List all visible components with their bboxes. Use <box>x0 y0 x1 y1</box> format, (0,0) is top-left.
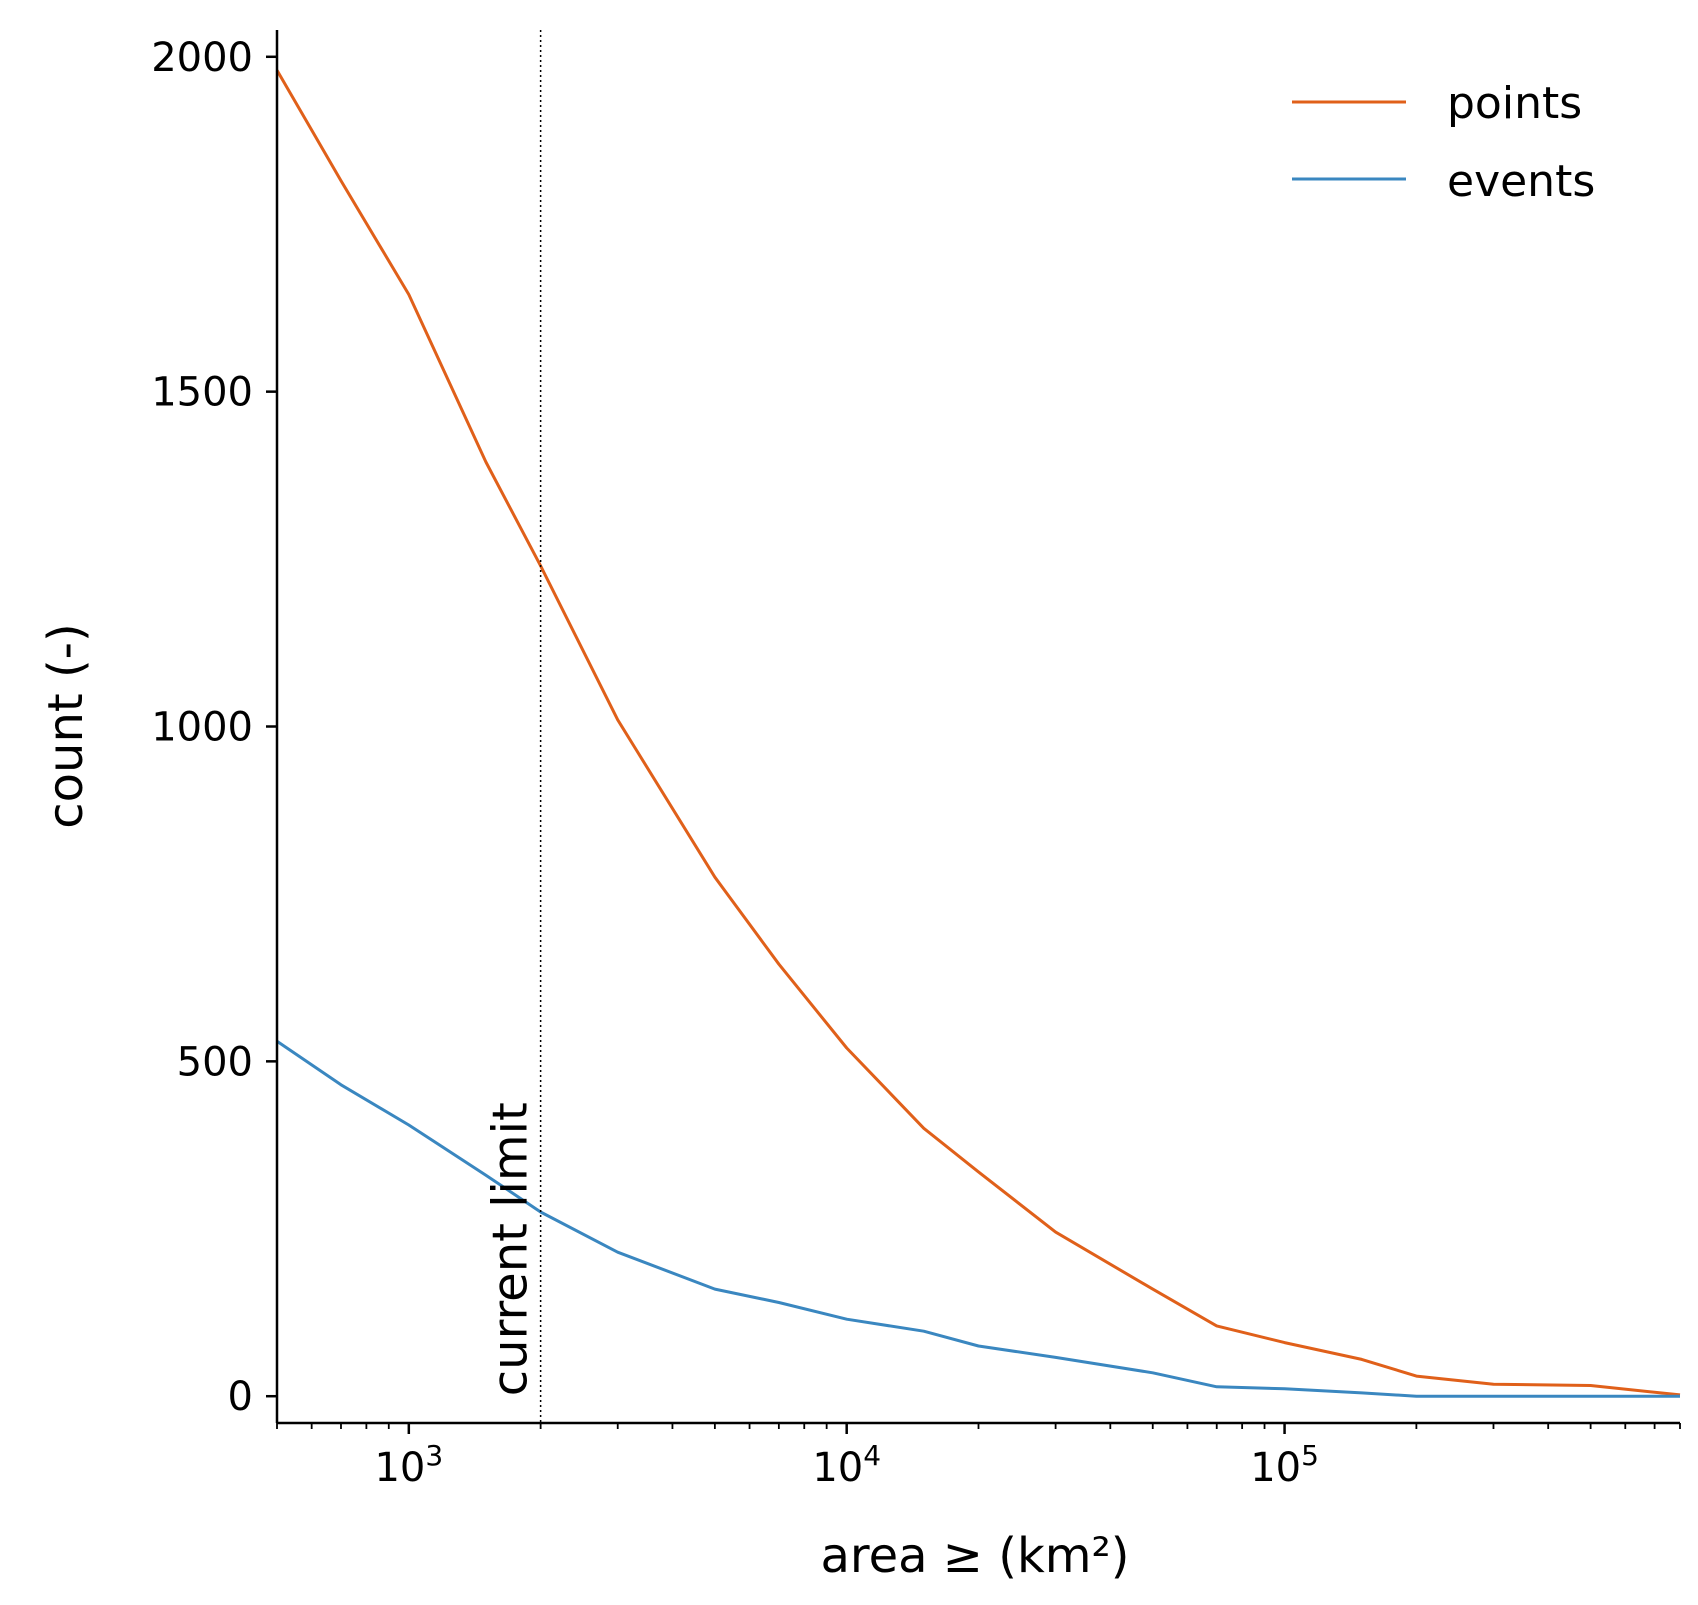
y-ticks: 0 500 1000 1500 2000 <box>151 35 277 1420</box>
series-line-events <box>276 1040 1680 1398</box>
y-tick-label-1000: 1000 <box>151 705 253 751</box>
series-line-points <box>275 69 1681 1397</box>
y-axis-label: count (-) <box>38 623 94 828</box>
legend-label-points: points <box>1447 78 1582 129</box>
plot-marks <box>275 69 1681 1398</box>
y-tick-label-1500: 1500 <box>151 370 253 416</box>
legend: points events <box>1292 78 1595 207</box>
x-tick-label-10000: 104 <box>812 1439 881 1491</box>
x-ticks: 103 104 105 <box>276 1423 1681 1491</box>
legend-label-events: events <box>1447 156 1595 207</box>
current-limit-label: current limit <box>483 1102 539 1396</box>
y-tick-label-0: 0 <box>228 1374 253 1420</box>
y-tick-label-2000: 2000 <box>151 35 253 81</box>
x-axis-label: area ≥ (km²) <box>820 1528 1129 1584</box>
x-tick-label-1000: 103 <box>374 1439 443 1491</box>
y-tick-label-500: 500 <box>177 1039 253 1085</box>
x-tick-label-100000: 105 <box>1250 1439 1319 1491</box>
